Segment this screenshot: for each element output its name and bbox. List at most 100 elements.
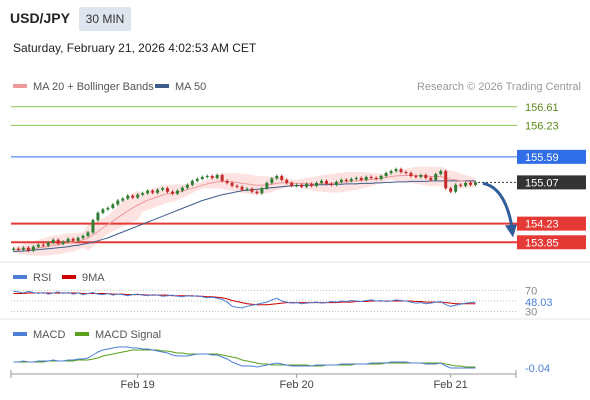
candle-body <box>240 186 244 190</box>
candle-body <box>270 178 274 183</box>
candle-body <box>215 175 219 178</box>
candle-body <box>255 191 259 194</box>
candle-body <box>265 182 269 189</box>
candle-body <box>389 171 393 174</box>
candle-body <box>250 188 254 192</box>
legend-label-rsi-ma: 9MA <box>82 272 105 284</box>
candle-body <box>86 232 90 236</box>
candle-body <box>399 169 403 173</box>
candle-body <box>121 198 125 201</box>
main-legend: MA 20 + Bollinger Bands MA 50 <box>13 81 206 93</box>
last-price-label: 155.07 <box>525 177 559 189</box>
candle-body <box>315 182 319 186</box>
rsi-plot: 70503048.03 <box>11 285 554 319</box>
candle-body <box>71 238 75 241</box>
candle-body <box>200 176 204 179</box>
level-label-bg-support <box>517 216 586 231</box>
candle-body <box>66 238 70 242</box>
candle-body <box>434 174 438 180</box>
candle-body <box>136 194 140 198</box>
candle-body <box>185 184 189 188</box>
candle-body <box>225 180 229 183</box>
rsi-level-label: 30 <box>525 307 537 319</box>
candle-body <box>175 190 179 194</box>
candle-body <box>469 182 473 185</box>
rsi-value-bg <box>520 296 554 309</box>
forecast-arrow <box>482 181 514 228</box>
candle-body <box>394 169 398 172</box>
candle-body <box>210 176 214 178</box>
macd-line <box>13 346 476 369</box>
candle-body <box>454 184 458 192</box>
candle-body <box>334 181 338 185</box>
candle-body <box>131 195 135 198</box>
candle-body <box>354 177 358 179</box>
candle-body <box>424 175 428 178</box>
candle-body <box>146 190 150 194</box>
level-labels: 156.61 156.23 155.59 154.23 153.85 155.07 <box>517 102 586 250</box>
ma20-line <box>13 175 476 251</box>
candle-body <box>156 189 160 193</box>
candle-body <box>295 184 299 186</box>
candle-body <box>459 184 463 186</box>
candle-body <box>344 179 348 181</box>
legend-swatch-ma50 <box>155 84 169 88</box>
rsi-line <box>13 290 476 309</box>
legend-label-macd-signal: MACD Signal <box>95 329 161 341</box>
candle-body <box>339 179 343 182</box>
candle-body <box>41 244 45 246</box>
candle-body <box>81 235 85 238</box>
legend-label-ma50: MA 50 <box>175 81 206 93</box>
candle-body <box>464 182 468 186</box>
candle-body <box>96 212 100 221</box>
level-label-support: 154.23 <box>525 219 559 231</box>
candle-body <box>290 182 294 186</box>
candle-body <box>11 248 15 250</box>
x-axis-tick-label: Feb 21 <box>434 379 468 391</box>
candle-body <box>444 171 448 189</box>
legend-swatch-macd <box>13 332 27 336</box>
x-axis-tick-label: Feb 19 <box>121 379 155 391</box>
candle-body <box>414 176 418 177</box>
legend-label-macd: MACD <box>33 329 65 341</box>
candle-body <box>449 188 453 192</box>
macd-plot: -0.04 <box>13 346 550 375</box>
candle-body <box>429 177 433 180</box>
candle-body <box>235 185 239 187</box>
candle-body <box>106 207 110 210</box>
candle-body <box>285 179 289 183</box>
candle-body <box>151 190 155 193</box>
last-price-label-bg <box>517 175 586 190</box>
x-axis: Feb 19 Feb 20 Feb 21 <box>10 370 517 391</box>
candle-body <box>91 220 95 233</box>
candle-body <box>384 173 388 176</box>
candle-body <box>474 182 478 185</box>
candle-body <box>364 176 368 180</box>
legend-swatch-macd-signal <box>75 332 89 336</box>
legend-label-ma20: MA 20 + Bollinger Bands <box>33 81 154 93</box>
rsi-legend: RSI 9MA <box>13 272 105 284</box>
research-credit: Research © 2026 Trading Central <box>417 81 581 93</box>
candle-body <box>260 188 264 194</box>
candle-body <box>26 247 30 251</box>
candle-body <box>359 177 363 180</box>
candle-body <box>419 175 423 177</box>
candle-body <box>126 195 130 199</box>
candle-body <box>21 247 25 250</box>
x-axis-tick-label: Feb 20 <box>280 379 314 391</box>
level-label-bg-support <box>517 235 586 250</box>
candle-body <box>230 182 234 186</box>
level-label-resistance: 156.23 <box>525 120 559 132</box>
candle-body <box>439 171 443 175</box>
macd-legend: MACD MACD Signal <box>13 329 161 341</box>
timeframe-button[interactable]: 30 MIN <box>79 7 131 31</box>
level-label-bg-pivot <box>517 149 586 164</box>
main-plot <box>11 106 517 256</box>
candle-body <box>404 172 408 174</box>
level-label-support: 153.85 <box>525 237 559 249</box>
candle-body <box>310 183 314 186</box>
candle-body <box>305 183 309 187</box>
macd-signal-line <box>13 349 476 368</box>
candle-body <box>300 184 304 187</box>
